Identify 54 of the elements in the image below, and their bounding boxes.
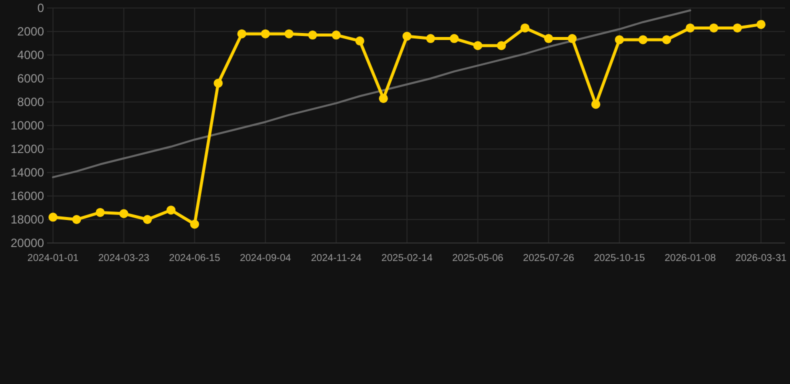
y-tick-label: 6000: [17, 72, 44, 86]
x-tick-label: 2025-05-06: [452, 253, 504, 264]
point: [214, 78, 223, 88]
point: [520, 23, 530, 32]
point: [166, 206, 176, 215]
line-series: [52, 9, 692, 178]
point: [756, 20, 766, 29]
point: [378, 94, 388, 103]
point: [473, 41, 482, 50]
y-tick-label: 10000: [10, 118, 44, 133]
y-tick-label: 14000: [10, 166, 44, 180]
point: [96, 208, 105, 217]
point: [308, 30, 318, 40]
x-tick-label: 2025-10-15: [594, 253, 646, 264]
point: [544, 34, 554, 44]
y-tick-label: 20000: [10, 236, 44, 250]
x-tick-label: 2024-11-24: [310, 253, 362, 264]
point: [237, 29, 246, 38]
point: [686, 23, 695, 32]
point: [591, 100, 600, 109]
point: [332, 30, 341, 40]
point: [426, 34, 436, 44]
y-tick-label: 0: [37, 1, 44, 16]
y-tick-label: 18000: [10, 212, 44, 227]
point: [355, 36, 364, 46]
y-tick-label: 2000: [17, 24, 44, 39]
point: [48, 212, 58, 222]
x-tick-label: 2024-03-23: [98, 253, 150, 264]
point: [568, 34, 577, 44]
point: [662, 35, 672, 44]
point: [614, 35, 624, 44]
point: [732, 23, 742, 32]
point: [284, 29, 294, 38]
point: [450, 34, 459, 44]
x-tick-label: 2024-09-04: [240, 253, 292, 264]
y-tick-label: 8000: [17, 95, 44, 110]
x-tick-label: 2024-01-01: [27, 253, 80, 264]
x-tick-label: 2025-07-26: [523, 253, 575, 264]
point: [119, 209, 128, 218]
point: [260, 29, 270, 38]
point: [190, 220, 200, 229]
point: [496, 41, 506, 50]
point: [142, 215, 152, 224]
point: [402, 32, 412, 41]
point: [638, 35, 648, 44]
y-tick-label: 16000: [10, 189, 44, 204]
x-tick-label: 2026-03-31: [735, 253, 788, 264]
y-tick-label: 4000: [17, 48, 44, 62]
point: [72, 215, 82, 224]
x-tick-label: 2026-01-08: [664, 253, 716, 264]
x-tick-label: 2025-02-14: [381, 253, 434, 264]
point: [709, 23, 718, 32]
y-tick-label: 12000: [10, 142, 44, 156]
x-tick-label: 2024-06-15: [169, 253, 221, 264]
